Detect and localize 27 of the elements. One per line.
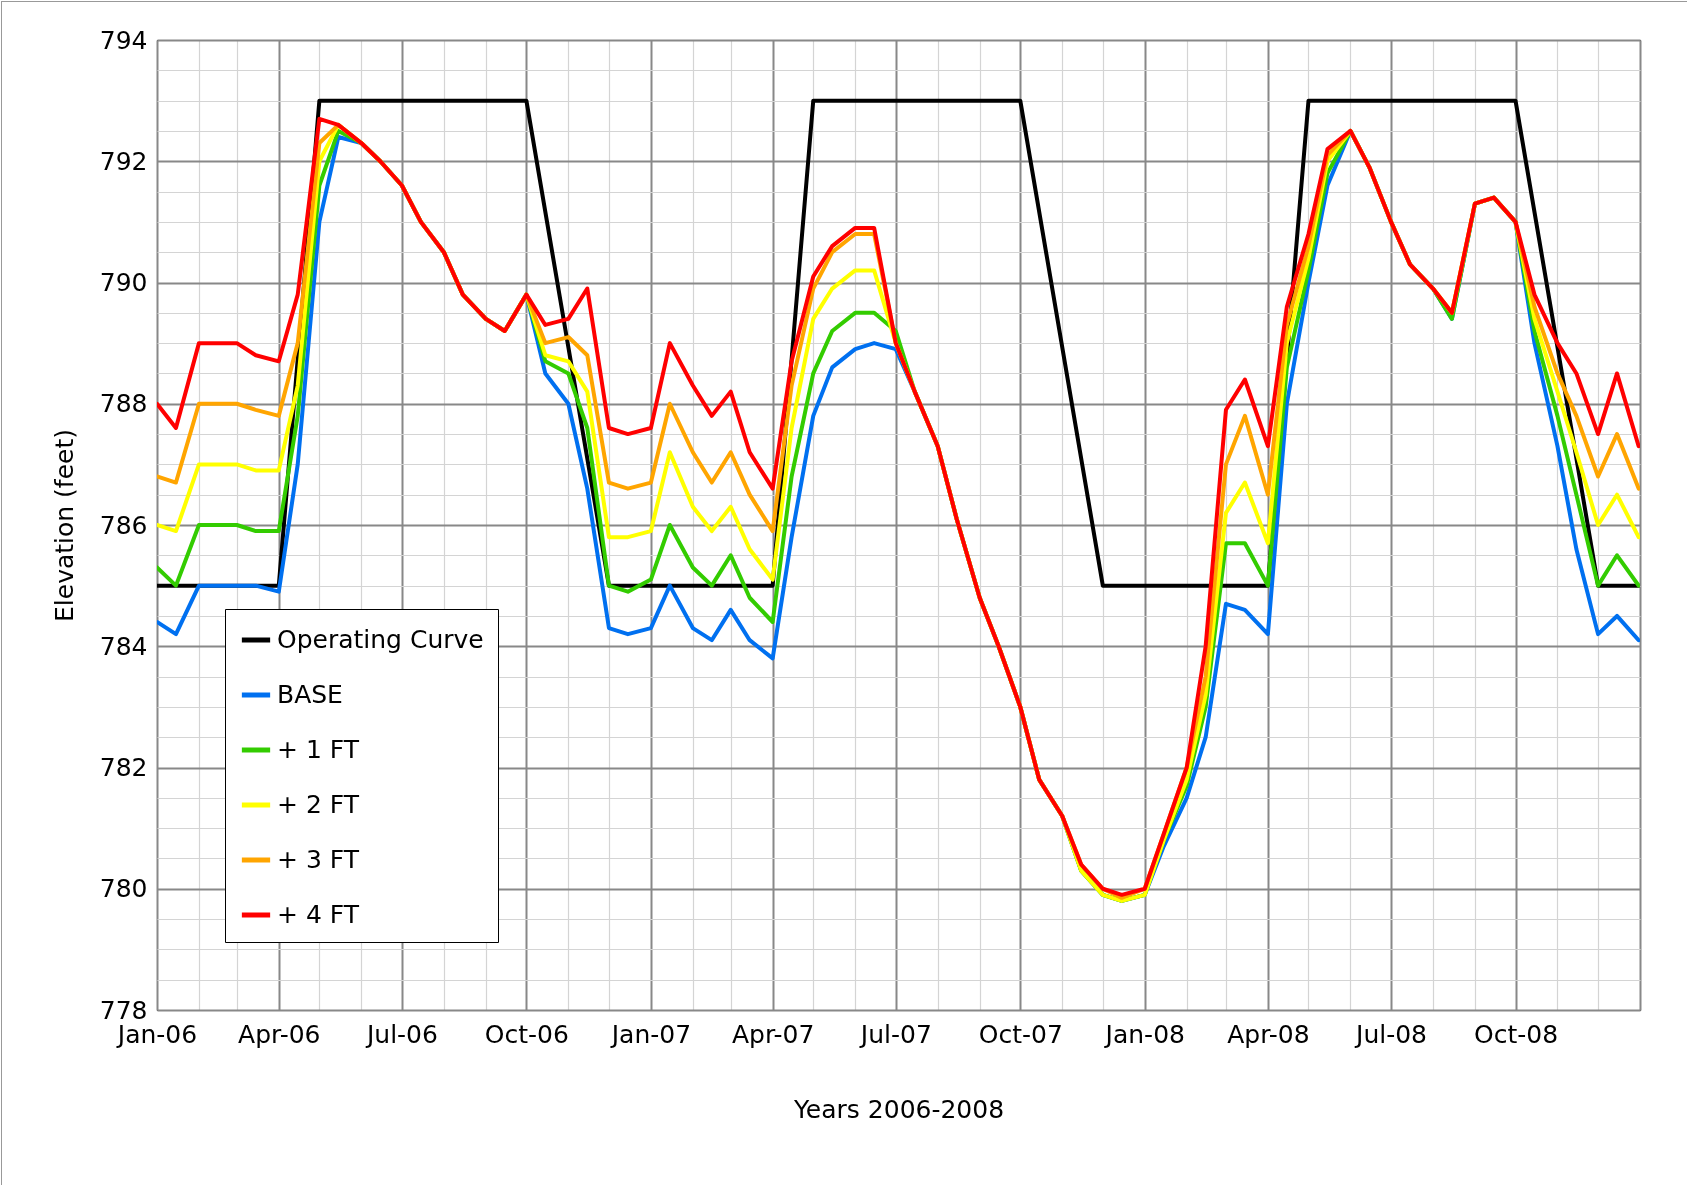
x-tick-label: Oct-07 [978,1019,1063,1049]
x-tick-label: Jul-07 [858,1019,932,1049]
y-tick-label: 792 [99,146,148,176]
x-axis-title: Years 2006-2008 [792,1094,1005,1124]
x-tick-label: Oct-06 [484,1019,569,1049]
x-tick-label: Jan-08 [1103,1019,1185,1049]
y-tick-label: 784 [99,631,148,661]
x-tick-label: Apr-06 [238,1019,321,1049]
legend-label: + 1 FT [277,735,360,764]
x-tick-label: Jan-07 [609,1019,692,1049]
x-tick-label: Apr-08 [1227,1019,1310,1049]
legend-label: + 2 FT [277,790,360,819]
x-tick-label: Apr-07 [731,1019,815,1049]
x-tick-label: Oct-08 [1473,1019,1559,1049]
y-tick-label: 788 [99,389,148,419]
y-axis-title: Elevation (feet) [49,429,79,622]
y-tick-label: 780 [99,874,148,904]
x-tick-label: Jul-08 [1354,1019,1428,1049]
y-tick-label: 786 [99,510,148,540]
legend-label: BASE [277,680,343,709]
y-tick-label: 790 [99,268,148,297]
legend-label: + 3 FT [277,845,360,874]
legend-label: Operating Curve [277,625,484,654]
x-tick-label: Jul-06 [364,1019,438,1049]
y-tick-label: 782 [99,753,148,782]
y-tick-label: 794 [99,25,148,55]
legend-label: + 4 FT [277,900,360,929]
